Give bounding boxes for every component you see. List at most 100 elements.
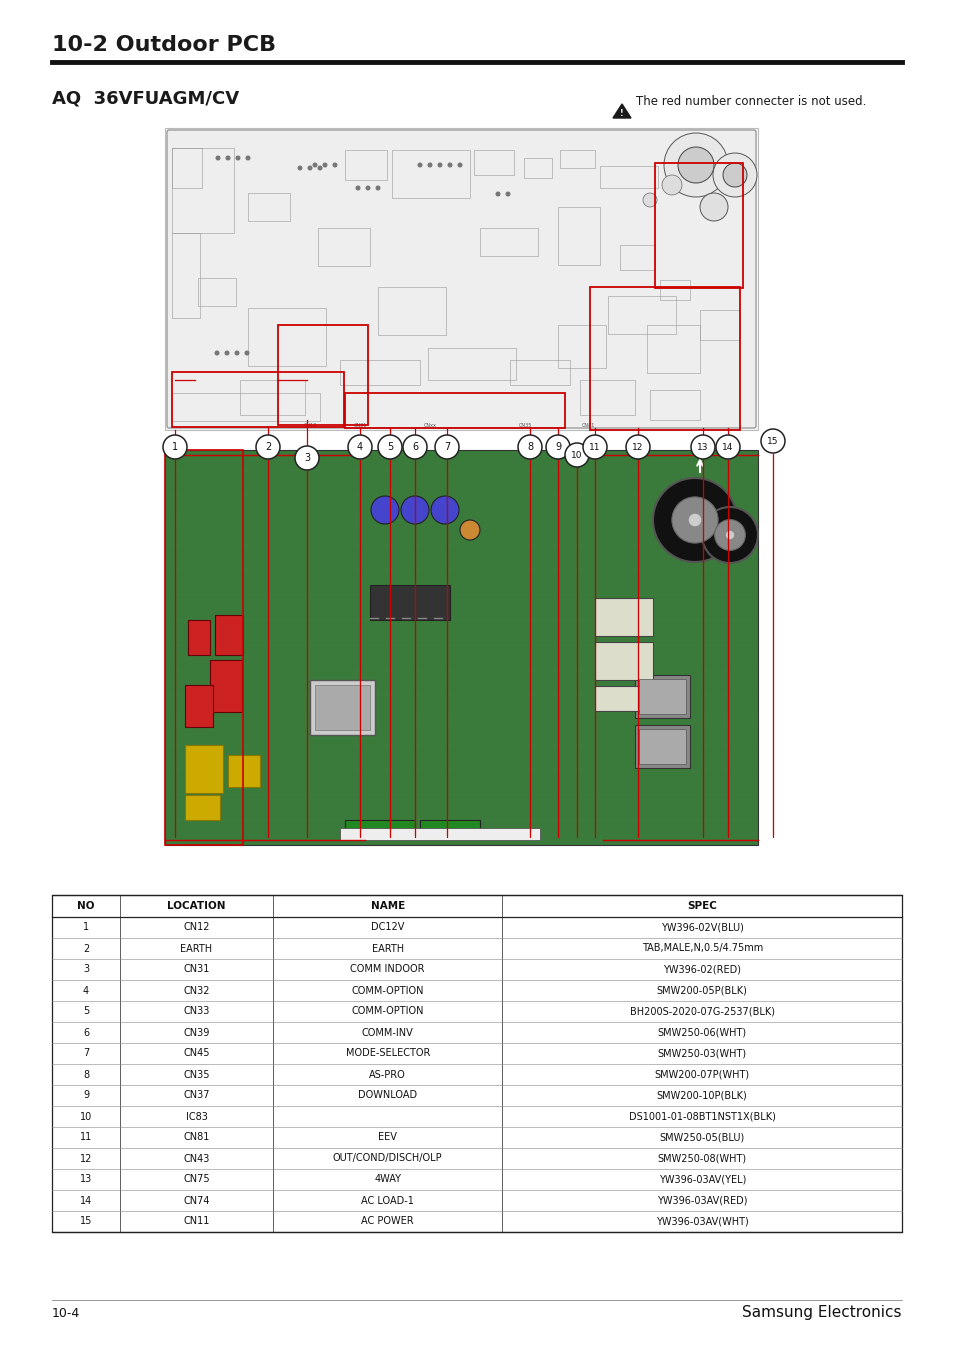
Bar bbox=[240, 379, 305, 414]
Text: CN35: CN35 bbox=[517, 423, 531, 428]
Text: CN12: CN12 bbox=[303, 423, 316, 428]
Text: COMM-OPTION: COMM-OPTION bbox=[351, 986, 423, 995]
Text: EARTH: EARTH bbox=[372, 944, 403, 953]
Circle shape bbox=[431, 495, 458, 524]
Text: 6: 6 bbox=[412, 441, 417, 452]
Circle shape bbox=[428, 163, 432, 167]
Text: AQ  36VFUAGM/CV: AQ 36VFUAGM/CV bbox=[52, 90, 239, 108]
Circle shape bbox=[308, 166, 312, 170]
Circle shape bbox=[366, 186, 370, 190]
Text: The red number connecter is not used.: The red number connecter is not used. bbox=[636, 95, 865, 108]
Text: Samsung Electronics: Samsung Electronics bbox=[741, 1305, 901, 1320]
Bar bbox=[172, 148, 202, 188]
Bar bbox=[314, 684, 370, 730]
Circle shape bbox=[245, 351, 249, 355]
Bar bbox=[607, 296, 676, 333]
Bar bbox=[700, 310, 740, 340]
Text: 3: 3 bbox=[304, 454, 310, 463]
Text: 5: 5 bbox=[387, 441, 393, 452]
Circle shape bbox=[216, 157, 219, 159]
Text: SMW200-10P(BLK): SMW200-10P(BLK) bbox=[657, 1091, 747, 1100]
Bar bbox=[639, 679, 685, 714]
Bar bbox=[172, 373, 344, 427]
Bar bbox=[523, 158, 552, 178]
Circle shape bbox=[163, 435, 187, 459]
Circle shape bbox=[448, 163, 452, 167]
Text: BH200S-2020-07G-2537(BLK): BH200S-2020-07G-2537(BLK) bbox=[629, 1007, 774, 1017]
Text: 11: 11 bbox=[589, 443, 600, 451]
Bar bbox=[339, 828, 539, 840]
Text: SMW200-07P(WHT): SMW200-07P(WHT) bbox=[654, 1069, 749, 1080]
Bar bbox=[595, 598, 652, 636]
Text: LOCATION: LOCATION bbox=[167, 900, 226, 911]
Circle shape bbox=[661, 176, 681, 194]
Bar bbox=[655, 163, 742, 288]
Text: CN75: CN75 bbox=[183, 1174, 210, 1184]
Circle shape bbox=[298, 166, 301, 170]
Text: 8: 8 bbox=[526, 441, 533, 452]
Text: DC12V: DC12V bbox=[371, 922, 404, 933]
Text: COMM-OPTION: COMM-OPTION bbox=[351, 1007, 423, 1017]
Text: YW396-03AV(WHT): YW396-03AV(WHT) bbox=[655, 1216, 748, 1227]
Bar bbox=[165, 128, 758, 431]
Circle shape bbox=[377, 435, 401, 459]
Text: DOWNLOAD: DOWNLOAD bbox=[357, 1091, 416, 1100]
Bar bbox=[185, 795, 220, 819]
Circle shape bbox=[701, 508, 758, 563]
Bar bbox=[317, 228, 370, 266]
Bar bbox=[345, 393, 564, 428]
Bar bbox=[419, 819, 479, 838]
Text: 10-2 Outdoor PCB: 10-2 Outdoor PCB bbox=[52, 35, 275, 55]
Circle shape bbox=[236, 157, 239, 159]
Text: 1: 1 bbox=[172, 441, 178, 452]
Bar bbox=[377, 288, 446, 335]
Bar bbox=[558, 325, 605, 369]
Bar bbox=[595, 686, 652, 711]
Bar bbox=[345, 150, 387, 180]
Text: 13: 13 bbox=[697, 443, 708, 451]
Circle shape bbox=[375, 186, 379, 190]
Text: 14: 14 bbox=[721, 443, 733, 451]
Bar bbox=[310, 680, 375, 734]
Text: CN31: CN31 bbox=[353, 423, 366, 428]
Bar bbox=[392, 150, 470, 198]
Text: 8: 8 bbox=[83, 1069, 89, 1080]
Text: MODE-SELECTOR: MODE-SELECTOR bbox=[345, 1049, 430, 1058]
Bar bbox=[659, 279, 689, 300]
Bar bbox=[248, 308, 326, 366]
Circle shape bbox=[722, 163, 746, 188]
Text: CN33: CN33 bbox=[183, 1007, 210, 1017]
Bar bbox=[649, 390, 700, 420]
Text: CN31: CN31 bbox=[183, 964, 210, 975]
Bar bbox=[595, 643, 652, 680]
Text: YW396-03AV(RED): YW396-03AV(RED) bbox=[657, 1196, 747, 1206]
Bar bbox=[428, 348, 516, 379]
Bar bbox=[474, 150, 514, 176]
Circle shape bbox=[457, 163, 461, 167]
Text: 15: 15 bbox=[766, 436, 778, 446]
Text: 10: 10 bbox=[571, 451, 582, 459]
Bar bbox=[370, 585, 450, 620]
Text: 2: 2 bbox=[83, 944, 89, 953]
Bar bbox=[185, 745, 223, 792]
Text: YW396-02V(BLU): YW396-02V(BLU) bbox=[660, 922, 743, 933]
Polygon shape bbox=[613, 104, 630, 117]
Circle shape bbox=[582, 435, 606, 459]
Bar bbox=[165, 450, 243, 845]
Circle shape bbox=[564, 443, 588, 467]
Circle shape bbox=[371, 495, 398, 524]
Circle shape bbox=[333, 163, 336, 167]
Text: 4WAY: 4WAY bbox=[374, 1174, 401, 1184]
Circle shape bbox=[323, 163, 327, 167]
Text: 9: 9 bbox=[83, 1091, 89, 1100]
Circle shape bbox=[716, 435, 740, 459]
Bar bbox=[599, 166, 658, 188]
Text: 12: 12 bbox=[632, 443, 643, 451]
Circle shape bbox=[725, 531, 734, 539]
Circle shape bbox=[313, 163, 316, 167]
Text: COMM-INV: COMM-INV bbox=[361, 1027, 414, 1038]
Circle shape bbox=[318, 166, 321, 170]
Bar bbox=[558, 207, 599, 265]
Bar bbox=[172, 393, 319, 421]
Circle shape bbox=[435, 435, 458, 459]
